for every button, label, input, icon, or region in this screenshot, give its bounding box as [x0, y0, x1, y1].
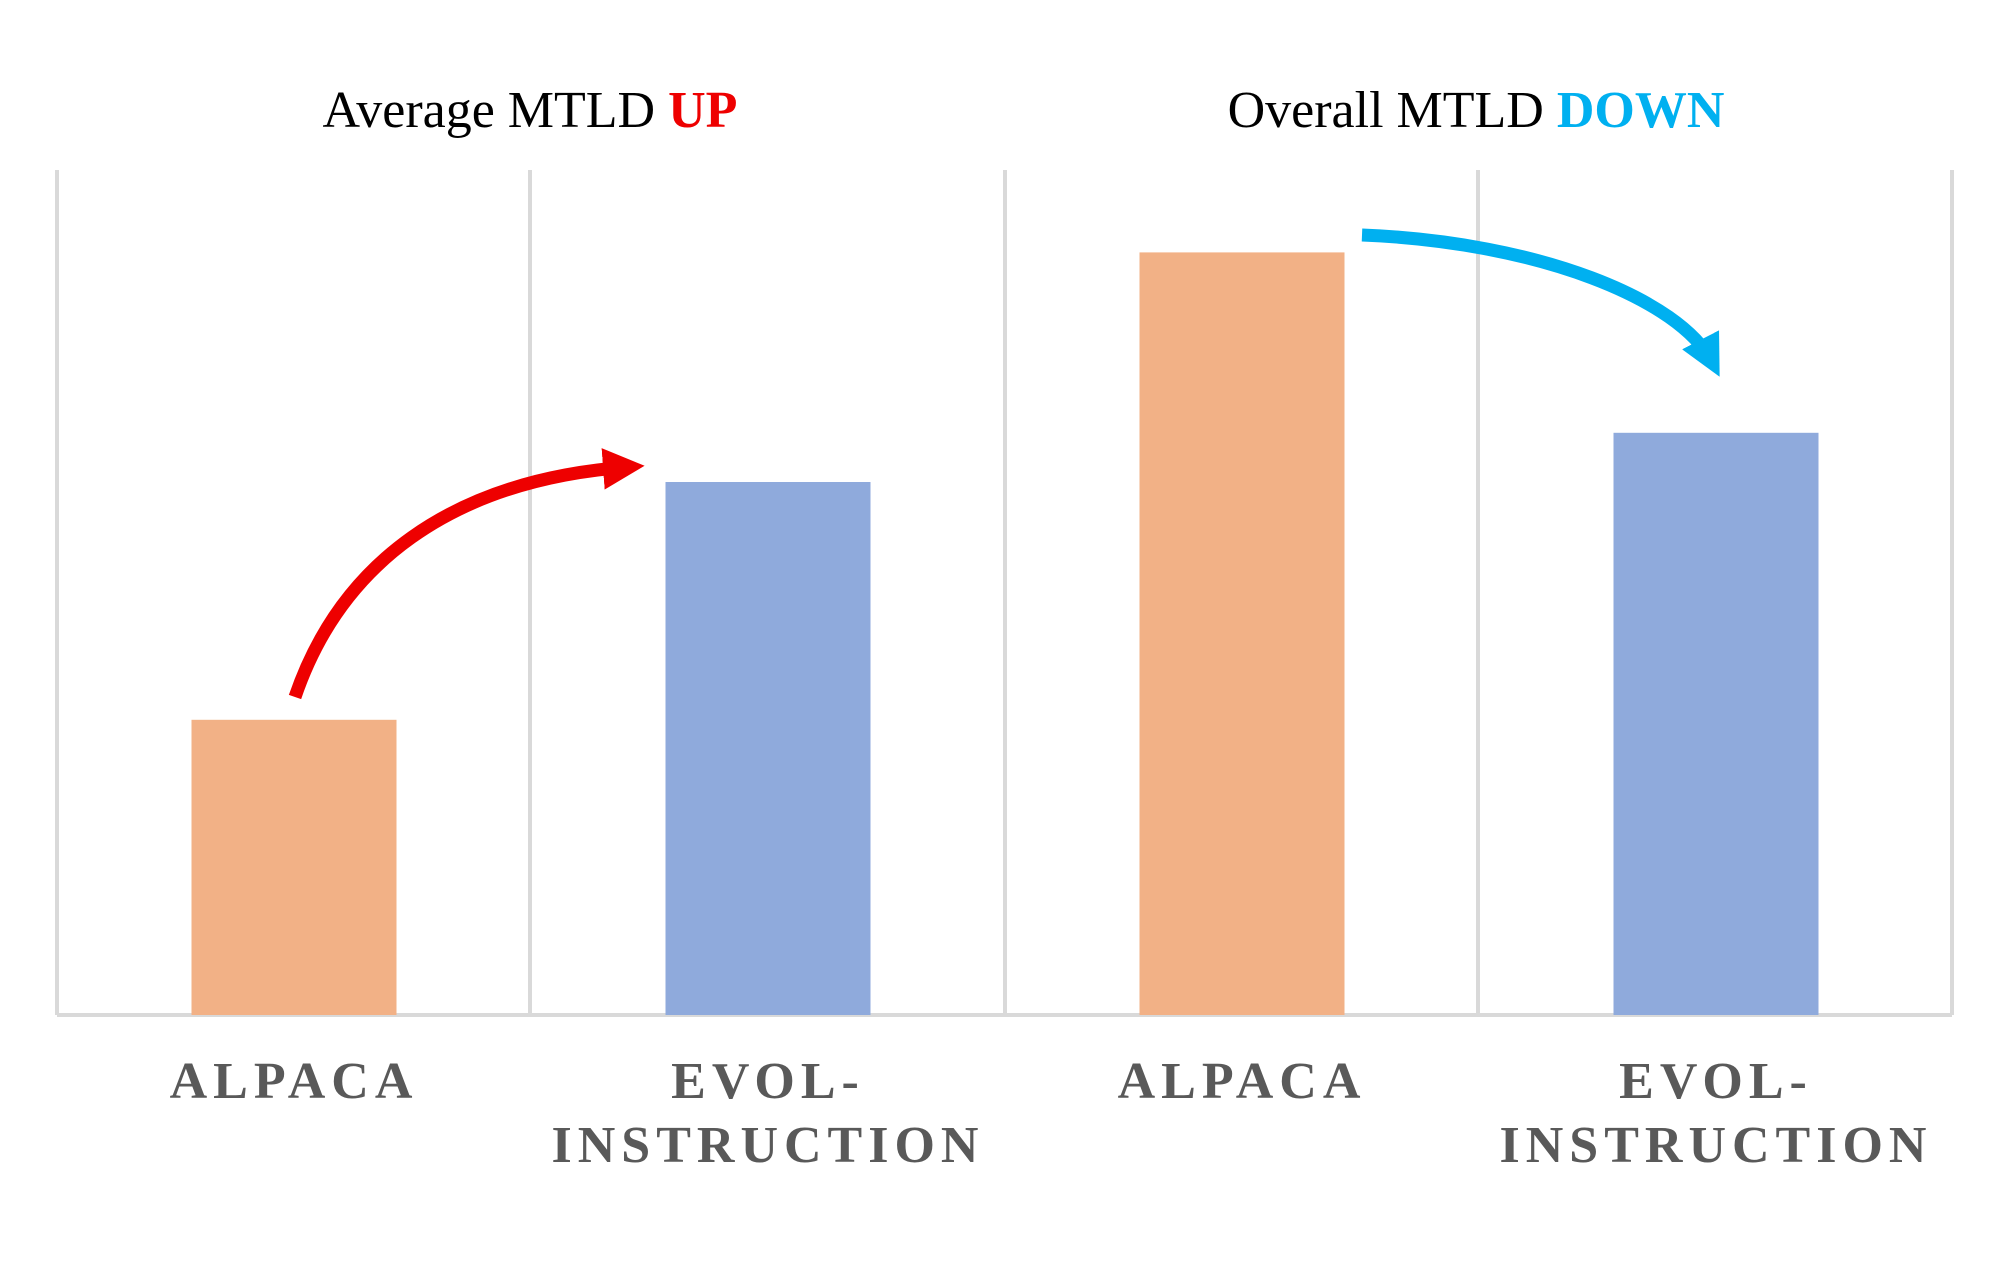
panel-title-left: Average MTLD UP	[323, 82, 738, 139]
bar-panel1-alpaca	[191, 719, 397, 1015]
up-arrow-icon	[288, 448, 645, 700]
panel-title-left-text: Average MTLD	[323, 82, 669, 139]
category-label-panel1-1-1: INSTRUCTION	[552, 1117, 985, 1174]
panel-title-right-text: Overall MTLD	[1228, 82, 1557, 139]
category-label-panel2-0-0: ALPACA	[1118, 1053, 1367, 1110]
category-label-panel1-0-0: ALPACA	[170, 1053, 419, 1110]
bar-panel1-evol-instruction	[665, 482, 871, 1015]
panel-title-right: Overall MTLD DOWN	[1228, 82, 1725, 139]
panel-title-right-highlight: DOWN	[1557, 82, 1725, 139]
down-arrow-icon	[1361, 228, 1720, 377]
category-labels: ALPACA EVOL- INSTRUCTION ALPACA EVOL- INSTRUC…	[170, 1053, 1933, 1174]
category-label-panel2-1-0: EVOL-	[1619, 1053, 1813, 1110]
bar-panel2-alpaca	[1139, 252, 1345, 1015]
bars-group	[191, 252, 1819, 1015]
panel-title-left-highlight: UP	[668, 82, 737, 139]
category-label-panel1-1-0: EVOL-	[671, 1053, 865, 1110]
category-label-panel2-1-1: INSTRUCTION	[1500, 1117, 1933, 1174]
bar-panel2-evol-instruction	[1613, 432, 1819, 1015]
